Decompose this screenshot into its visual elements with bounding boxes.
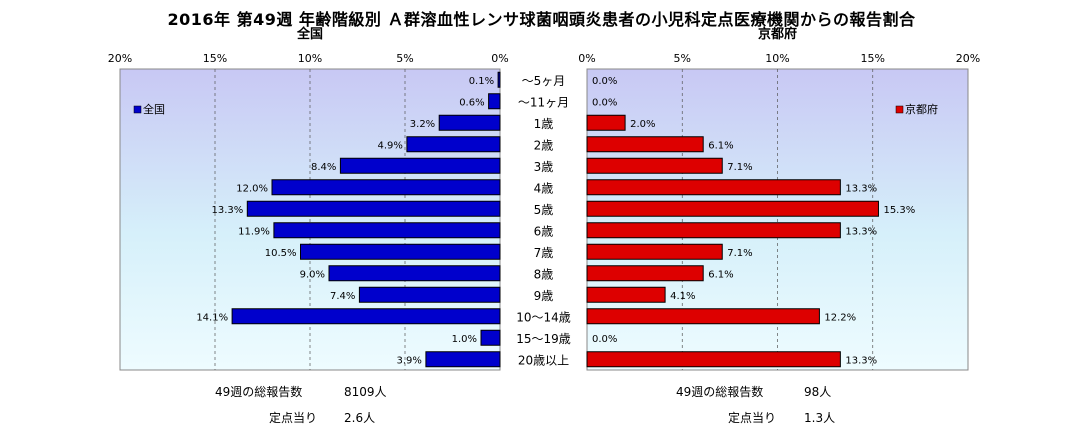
kyoto-bar [586, 157, 723, 174]
kyoto-data-label: 13.3% [845, 226, 877, 237]
national-bar [438, 114, 501, 131]
kyoto-data-label: 4.1% [670, 291, 695, 302]
category-label: 10～14歳 [516, 310, 571, 324]
category-label: 15～19歳 [516, 332, 571, 346]
national-bar [231, 308, 501, 325]
left-tick-label: 5% [396, 52, 413, 65]
category-label: 1歳 [534, 117, 554, 131]
national-bar [358, 286, 501, 303]
national-data-label: 4.9% [377, 140, 402, 151]
national-bar [328, 265, 501, 282]
kyoto-data-label: 6.1% [708, 269, 733, 280]
kyoto-bar [586, 265, 704, 282]
kyoto-bar [586, 200, 879, 217]
category-label: 6歳 [534, 224, 554, 238]
national-total-value: 8109人 [344, 385, 387, 399]
national-bar [246, 200, 501, 217]
national-data-label: 3.2% [410, 119, 435, 130]
national-data-label: 8.4% [311, 162, 336, 173]
kyoto-data-label: 0.0% [592, 334, 617, 345]
left-tick-label: 15% [203, 52, 227, 65]
national-bar [406, 136, 501, 153]
national-data-label: 0.6% [459, 97, 484, 108]
kyoto-bar [586, 243, 723, 260]
kyoto-bar [586, 286, 666, 303]
legend-label-national: 全国 [143, 102, 165, 116]
national-data-label: 0.1% [469, 76, 494, 87]
category-label: 20歳以上 [518, 353, 569, 367]
category-label: 4歳 [534, 181, 554, 195]
national-bar [480, 329, 501, 346]
kyoto-bar [586, 308, 820, 325]
right-tick-label: 0% [578, 52, 595, 65]
right-tick-label: 15% [861, 52, 885, 65]
kyoto-bar [586, 136, 704, 153]
left-tick-label: 10% [298, 52, 322, 65]
national-data-label: 7.4% [330, 291, 355, 302]
right-panel-title: 京都府 [758, 26, 797, 42]
national-per-label: 定点当り [269, 411, 318, 425]
chart-title: 2016年 第49週 年齢階級別 Ａ群溶血性レンサ球菌咽頭炎患者の小児科定点医療… [167, 10, 916, 29]
national-bar [271, 179, 501, 196]
national-data-label: 9.0% [300, 269, 325, 280]
national-data-label: 13.3% [212, 205, 244, 216]
national-bar [497, 71, 501, 88]
national-data-label: 11.9% [238, 226, 270, 237]
right-tick-label: 10% [765, 52, 789, 65]
kyoto-total-label: 49週の総報告数 [676, 385, 764, 399]
national-bar [339, 157, 501, 174]
kyoto-data-label: 0.0% [592, 76, 617, 87]
kyoto-bar [586, 222, 841, 239]
legend-swatch-national [133, 105, 142, 114]
right-tick-label: 20% [956, 52, 980, 65]
national-total-label: 49週の総報告数 [215, 385, 303, 399]
category-label: 5歳 [534, 203, 554, 217]
national-data-label: 10.5% [265, 248, 297, 259]
category-label: 7歳 [534, 246, 554, 260]
kyoto-data-label: 13.3% [845, 355, 877, 366]
kyoto-data-label: 15.3% [883, 205, 915, 216]
kyoto-data-label: 2.0% [630, 119, 655, 130]
kyoto-data-label: 7.1% [727, 162, 752, 173]
kyoto-per-label: 定点当り [728, 411, 777, 425]
left-tick-label: 0% [491, 52, 508, 65]
legend-label-kyoto: 京都府 [905, 102, 938, 116]
left-panel-title: 全国 [296, 26, 323, 42]
kyoto-data-label: 6.1% [708, 140, 733, 151]
national-data-label: 1.0% [452, 334, 477, 345]
right-tick-label: 5% [674, 52, 691, 65]
category-label: ～11ヶ月 [518, 95, 569, 109]
national-bar [300, 243, 501, 260]
category-label: 2歳 [534, 138, 554, 152]
kyoto-bar [586, 114, 626, 131]
kyoto-data-label: 0.0% [592, 97, 617, 108]
kyoto-data-label: 12.2% [824, 312, 856, 323]
kyoto-per-value: 1.3人 [804, 411, 836, 425]
national-bar [273, 222, 501, 239]
category-label: 9歳 [534, 289, 554, 303]
kyoto-bar [586, 351, 841, 368]
category-label: 3歳 [534, 160, 554, 174]
legend-swatch-kyoto [895, 105, 904, 114]
kyoto-data-label: 13.3% [845, 183, 877, 194]
national-data-label: 3.9% [396, 355, 421, 366]
national-per-value: 2.6人 [344, 411, 376, 425]
national-bar [488, 93, 501, 110]
kyoto-data-label: 7.1% [727, 248, 752, 259]
national-data-label: 12.0% [236, 183, 268, 194]
kyoto-bar [586, 179, 841, 196]
category-label: ～5ヶ月 [522, 74, 566, 88]
left-tick-label: 20% [108, 52, 132, 65]
national-data-label: 14.1% [196, 312, 228, 323]
kyoto-total-value: 98人 [804, 385, 832, 399]
category-label: 8歳 [534, 267, 554, 281]
national-bar [425, 351, 501, 368]
